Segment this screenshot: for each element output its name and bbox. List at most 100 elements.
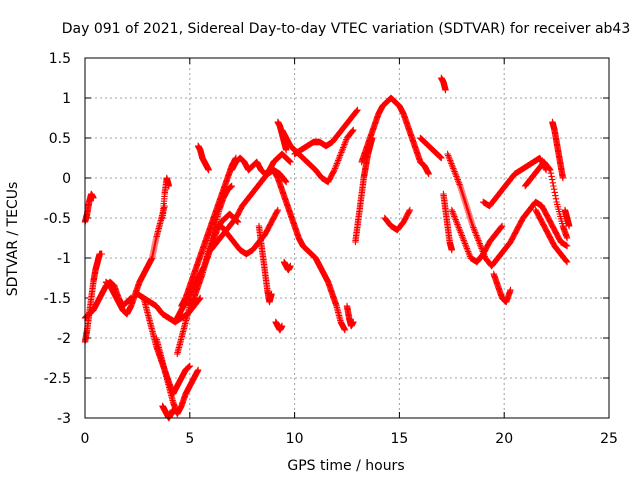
y-tick-label: -2.5 [44,371,71,387]
y-tick-label: 0.5 [49,131,71,147]
data-point [228,182,235,190]
data-point [563,258,571,266]
data-point [406,206,414,214]
series-track-09 [159,402,177,422]
data-point [98,250,105,258]
series-track-04 [102,202,168,318]
data-point [546,166,553,173]
series-track-35 [490,270,514,306]
data-point [349,127,356,134]
data-point [507,286,514,294]
data-point [350,126,357,134]
data-point [341,326,349,334]
series-track-36 [501,198,571,254]
data-point [547,166,554,174]
x-tick-label: 10 [286,431,304,447]
data-point [283,178,290,186]
series-track-18 [272,318,286,334]
y-tick-label: 0 [62,171,71,187]
x-tick-label: 20 [495,431,513,447]
y-tick-label: -1.5 [44,291,71,307]
chart-title: Day 091 of 2021, Sidereal Day-to-day VTE… [62,21,631,37]
data-points [81,74,573,422]
series-track-25 [343,302,357,330]
series-track-37 [521,158,571,242]
x-tick-label: 25 [600,431,618,447]
data-point [350,318,357,326]
series-track-28 [381,206,414,234]
series-track-27 [358,94,432,178]
data-point [552,192,559,199]
data-point [274,206,282,214]
x-tick-label: 5 [185,431,194,447]
series-track-13 [194,142,212,174]
series-track-38 [532,206,571,266]
series-track-32 [444,150,508,270]
data-point [196,295,203,302]
x-axis-label: GPS time / hours [287,458,404,474]
data-point [563,234,571,242]
series-track-39 [549,118,567,182]
series-track-12 [178,154,240,310]
data-point [165,182,173,190]
data-point [406,208,413,215]
data-point [563,258,570,265]
series-track-22 [274,118,290,154]
y-tick-label: 1.5 [49,51,71,67]
data-point [274,208,281,215]
series-track-33 [448,206,506,266]
series-track-16 [228,150,294,178]
x-tick-label: 0 [81,431,90,447]
data-point [548,176,556,183]
series-track-40 [561,206,573,230]
series-track-23 [291,106,361,158]
y-tick-label: -3 [57,411,71,427]
x-tick-labels: 0 5 10 15 20 25 [81,431,618,447]
data-point [353,107,361,114]
series-track-19 [280,258,294,274]
data-point [563,242,571,250]
y-tick-label: 1 [62,91,71,107]
y-tick-label: -2 [57,331,71,347]
data-point [186,362,193,370]
data-point [548,173,555,180]
data-point [278,322,286,330]
data-point [552,195,560,202]
data-point [354,106,361,114]
data-point [169,406,177,414]
data-point [90,194,97,202]
series-track-31 [440,190,455,254]
data-point [287,158,294,166]
y-tick-label: -0.5 [44,211,71,227]
y-axis-label: SDTVAR / TECUs [5,182,21,297]
series-track-30 [438,74,449,94]
data-point [498,223,505,230]
series-track-11 [174,182,235,358]
series-track-05 [159,174,173,222]
x-tick-label: 15 [390,431,408,447]
plot-frame [84,57,610,419]
data-point [194,366,202,374]
series-track-34 [480,154,550,210]
data-point [448,246,455,254]
data-point [549,179,557,186]
data-point [425,170,432,178]
data-point [330,168,337,175]
series-track-20 [270,166,349,334]
data-point [565,222,573,230]
data-point [547,170,555,177]
series-track-29 [417,134,445,162]
series-track-02 [81,250,105,346]
data-point [550,186,558,193]
data-point [559,174,567,182]
y-tick-labels: -3 -2.5 -2 -1.5 -1 -0.5 0 0.5 1 1.5 [44,51,71,427]
data-point [283,146,290,154]
y-tick-label: -1 [57,251,71,267]
data-point [550,182,557,190]
data-point [197,294,204,302]
data-point [287,262,294,270]
data-point [205,166,212,174]
series-track-08 [153,334,202,418]
series-track-17 [255,222,275,306]
